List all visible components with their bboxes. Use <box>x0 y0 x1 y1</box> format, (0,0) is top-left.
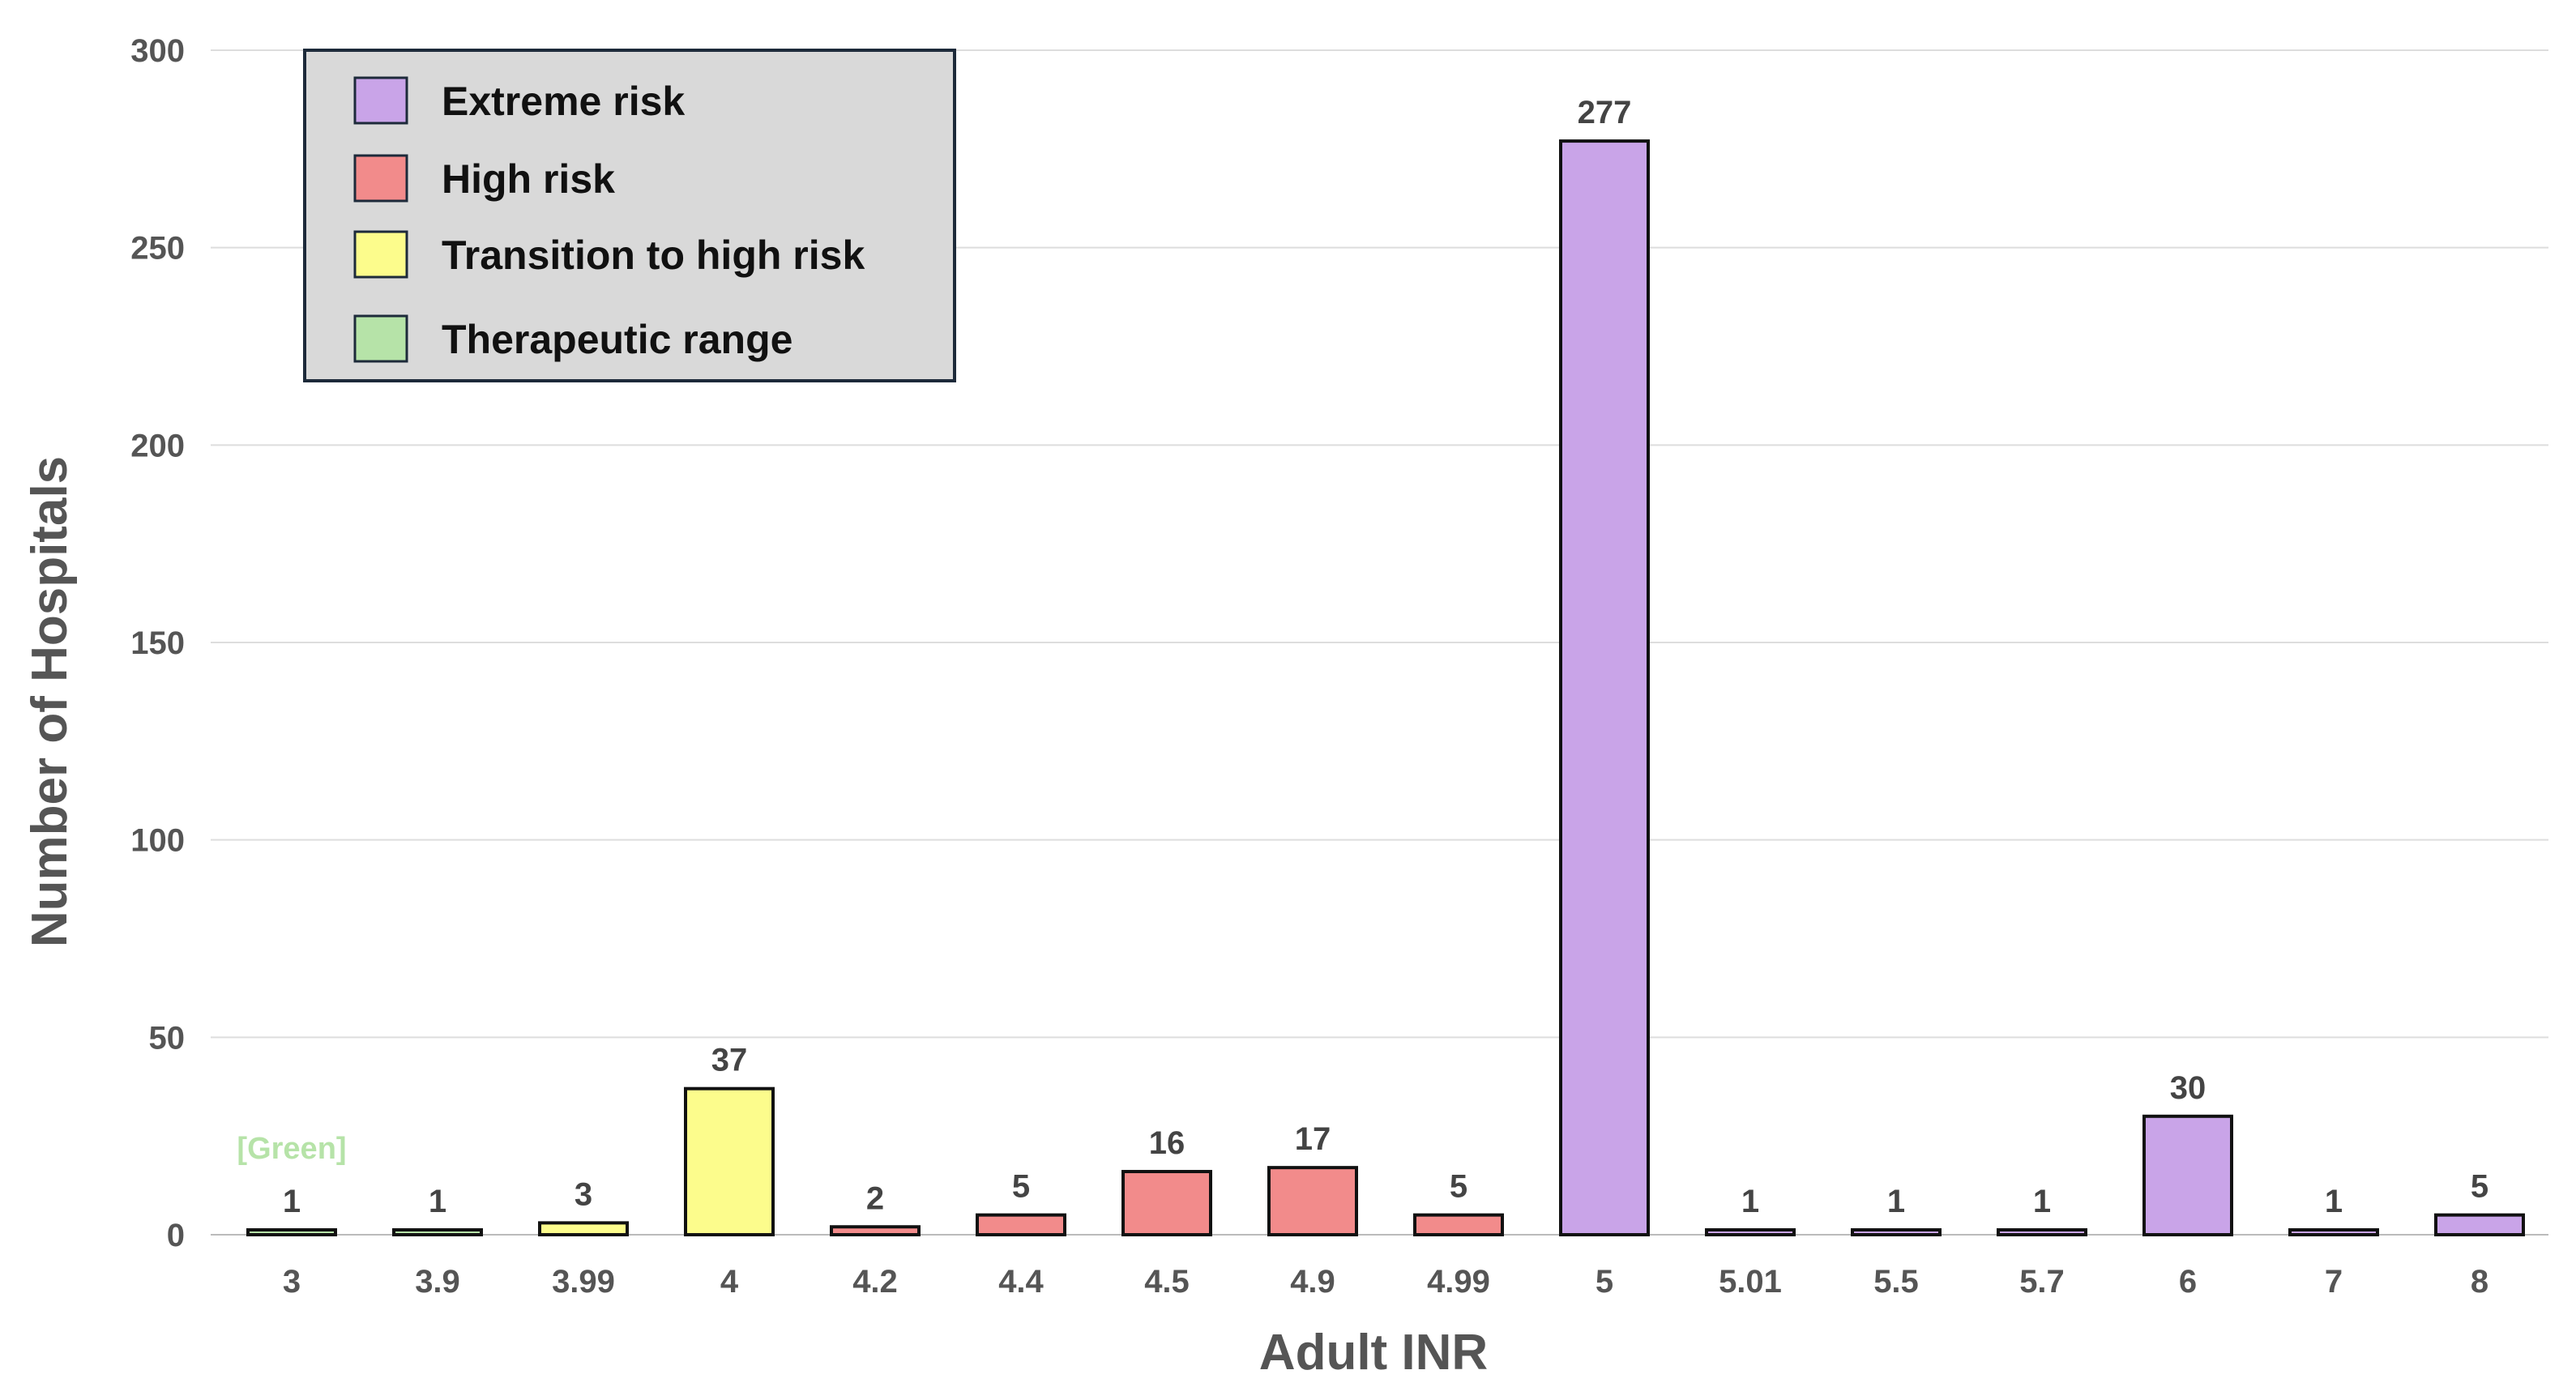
data-label-4.2: 2 <box>866 1180 884 1216</box>
x-tick-label: 4.9 <box>1290 1264 1335 1300</box>
bar-8 <box>2434 1213 2525 1236</box>
x-tick-label: 4.4 <box>998 1264 1044 1300</box>
x-tick-label: 7 <box>2325 1264 2343 1300</box>
x-tick-label: 5.5 <box>1873 1264 1919 1300</box>
bar-3.99 <box>538 1221 629 1237</box>
data-label-3: 1 <box>283 1184 301 1219</box>
legend-box <box>303 49 956 382</box>
bar-6 <box>2142 1114 2233 1237</box>
bar-5.7 <box>1997 1228 2087 1236</box>
y-tick-label: 200 <box>130 428 185 463</box>
y-tick-label: 250 <box>130 231 185 267</box>
x-axis-title: Adult INR <box>1259 1325 1488 1381</box>
data-label-4: 37 <box>711 1043 748 1078</box>
bar-3.9 <box>392 1228 483 1236</box>
x-tick-label: 5 <box>1596 1264 1613 1300</box>
data-label-3.99: 3 <box>575 1176 592 1212</box>
y-tick-label: 50 <box>149 1020 186 1056</box>
data-label-5.7: 1 <box>2033 1184 2051 1219</box>
bar-5.01 <box>1705 1228 1796 1236</box>
legend-swatch-transition <box>353 230 408 279</box>
y-tick-label: 0 <box>167 1218 185 1253</box>
legend-swatch-therapeutic <box>353 314 408 363</box>
bar-5.5 <box>1851 1228 1942 1236</box>
data-label-7: 1 <box>2325 1184 2343 1219</box>
bar-3 <box>246 1228 337 1236</box>
annotation-label: [Green] <box>237 1132 346 1166</box>
x-tick-label: 4.99 <box>1427 1264 1490 1300</box>
bar-5 <box>1559 139 1650 1236</box>
y-tick-label: 150 <box>130 625 185 661</box>
x-tick-label: 5.7 <box>2019 1264 2065 1300</box>
data-label-4.5: 16 <box>1149 1125 1185 1161</box>
legend-label-transition: Transition to high risk <box>442 233 865 278</box>
x-tick-label: 4 <box>720 1264 739 1300</box>
bar-7 <box>2288 1228 2379 1236</box>
bars <box>246 139 2525 1237</box>
data-label-5.01: 1 <box>1741 1184 1759 1219</box>
y-axis-ticks: 0 50 100 150 200 250 300 <box>130 33 185 1253</box>
data-label-5.5: 1 <box>1887 1184 1905 1219</box>
y-tick-label: 300 <box>130 33 185 69</box>
x-tick-label: 3.9 <box>415 1264 460 1300</box>
y-tick-label: 100 <box>130 823 185 859</box>
legend: Extreme risk High risk Transition to high … <box>303 49 956 382</box>
y-axis-title: Number of Hospitals <box>22 456 78 947</box>
x-tick-label: 4.5 <box>1144 1264 1190 1300</box>
x-tick-label: 5.01 <box>1719 1264 1782 1300</box>
annotations: [Green] <box>237 1132 346 1166</box>
data-label-3.9: 1 <box>429 1184 446 1219</box>
legend-swatch-extreme <box>353 76 408 125</box>
legend-label-extreme: Extreme risk <box>442 79 685 124</box>
bar-4.9 <box>1267 1166 1358 1236</box>
bar-4.4 <box>976 1213 1066 1236</box>
x-tick-label: 3.99 <box>552 1264 615 1300</box>
data-label-6: 30 <box>2170 1070 2206 1106</box>
data-label-4.99: 5 <box>1450 1169 1467 1205</box>
legend-swatch-high <box>353 154 408 203</box>
data-label-8: 5 <box>2471 1169 2488 1205</box>
data-label-4.9: 17 <box>1295 1121 1331 1157</box>
legend-label-high: High risk <box>442 156 615 202</box>
data-labels: 1 1 3 37 2 5 16 17 5 277 1 1 1 30 1 5 <box>283 95 2488 1219</box>
data-label-5: 277 <box>1578 95 1632 130</box>
bar-4.2 <box>830 1225 921 1236</box>
x-tick-label: 3 <box>283 1264 301 1300</box>
x-tick-label: 6 <box>2179 1264 2197 1300</box>
x-axis-ticks: 3 3.9 3.99 4 4.2 4.4 4.5 4.9 4.99 5 5.01 5.5 5.7 6 7 8 <box>283 1264 2488 1300</box>
bar-4.99 <box>1413 1213 1504 1236</box>
bar-4 <box>684 1086 775 1236</box>
x-tick-label: 8 <box>2471 1264 2488 1300</box>
bar-4.5 <box>1121 1170 1212 1236</box>
legend-label-therapeutic: Therapeutic range <box>442 317 792 362</box>
data-label-4.4: 5 <box>1012 1169 1030 1205</box>
x-tick-label: 4.2 <box>852 1264 898 1300</box>
